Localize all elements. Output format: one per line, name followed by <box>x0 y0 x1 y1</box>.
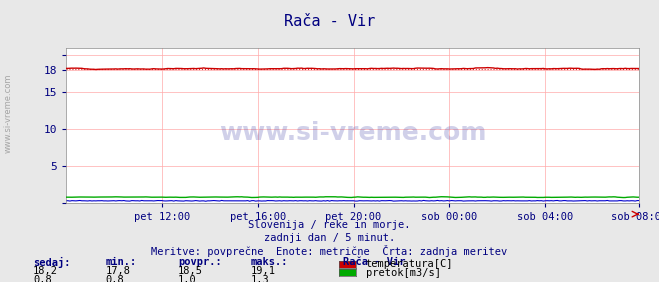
Text: zadnji dan / 5 minut.: zadnji dan / 5 minut. <box>264 233 395 243</box>
Text: pretok[m3/s]: pretok[m3/s] <box>366 268 441 278</box>
Text: 1,3: 1,3 <box>250 275 269 282</box>
Text: sedaj:: sedaj: <box>33 257 71 268</box>
Text: 18,2: 18,2 <box>33 266 58 276</box>
Text: 0,8: 0,8 <box>33 275 51 282</box>
Text: povpr.:: povpr.: <box>178 257 221 266</box>
Text: Rača - Vir: Rača - Vir <box>343 257 405 266</box>
Text: 19,1: 19,1 <box>250 266 275 276</box>
Text: temperatura[C]: temperatura[C] <box>366 259 453 269</box>
Text: 17,8: 17,8 <box>105 266 130 276</box>
Text: 18,5: 18,5 <box>178 266 203 276</box>
Text: Meritve: povprečne  Enote: metrične  Črta: zadnja meritev: Meritve: povprečne Enote: metrične Črta:… <box>152 245 507 257</box>
Text: Slovenija / reke in morje.: Slovenija / reke in morje. <box>248 220 411 230</box>
Text: min.:: min.: <box>105 257 136 266</box>
Text: maks.:: maks.: <box>250 257 288 266</box>
Text: 0,8: 0,8 <box>105 275 124 282</box>
Text: www.si-vreme.com: www.si-vreme.com <box>219 121 486 145</box>
Text: www.si-vreme.com: www.si-vreme.com <box>3 73 13 153</box>
Text: 1,0: 1,0 <box>178 275 196 282</box>
Text: Rača - Vir: Rača - Vir <box>284 14 375 29</box>
